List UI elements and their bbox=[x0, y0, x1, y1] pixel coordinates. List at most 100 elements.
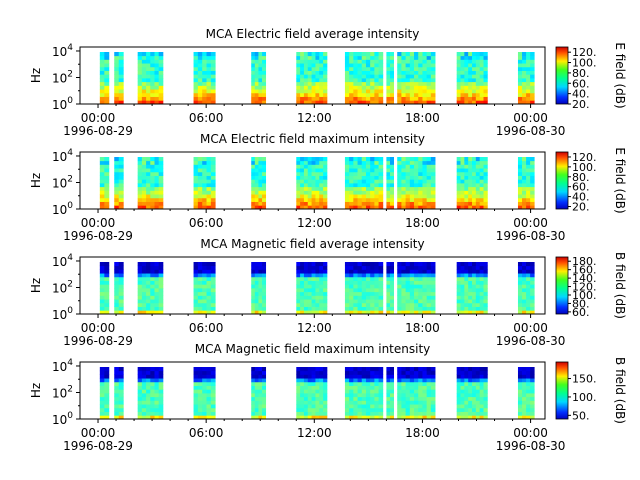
spectrogram-cell bbox=[323, 389, 328, 394]
spectrogram-cell bbox=[468, 70, 473, 75]
spectrogram-cell bbox=[386, 63, 391, 68]
spectrogram-cell bbox=[414, 194, 419, 199]
spectrogram-cell bbox=[158, 55, 164, 60]
spectrogram-cell bbox=[426, 100, 432, 105]
spectrogram-cell bbox=[414, 160, 419, 165]
spectrogram-cell bbox=[472, 415, 477, 420]
spectrogram-cell bbox=[374, 197, 379, 202]
spectrogram-cell bbox=[418, 66, 423, 71]
spectrogram-cell bbox=[319, 404, 324, 409]
spectrogram-cell bbox=[349, 92, 354, 97]
spectrogram-cell bbox=[401, 288, 407, 293]
spectrogram-cell bbox=[202, 374, 207, 379]
spectrogram-cell bbox=[386, 299, 391, 304]
spectrogram-cell bbox=[464, 100, 469, 105]
spectrogram-cell bbox=[464, 381, 469, 386]
y-tick-label: 102 bbox=[52, 69, 73, 85]
spectrogram-cell bbox=[99, 89, 105, 94]
spectrogram-cell bbox=[315, 63, 320, 68]
spectrogram-cell bbox=[460, 276, 465, 281]
spectrogram-cell bbox=[197, 310, 203, 315]
y-tick-exponent: 2 bbox=[67, 384, 73, 394]
spectrogram-cell bbox=[353, 415, 358, 420]
spectrogram-cell bbox=[374, 262, 379, 267]
spectrogram-cell bbox=[397, 291, 402, 296]
spectrogram-cell bbox=[530, 168, 535, 173]
spectrogram-cell bbox=[468, 81, 473, 86]
spectrogram-cell bbox=[99, 411, 105, 416]
spectrogram-cell bbox=[426, 164, 432, 169]
plot-area-frame bbox=[79, 361, 546, 420]
spectrogram-cell bbox=[319, 194, 324, 199]
spectrogram-cell bbox=[414, 92, 419, 97]
spectrogram-cell bbox=[311, 81, 316, 86]
spectrogram-cell bbox=[99, 70, 105, 75]
spectrogram-cell bbox=[118, 280, 124, 285]
spectrogram-cell bbox=[104, 367, 110, 372]
spectrogram-cell bbox=[409, 96, 415, 101]
spectrogram-cell bbox=[483, 157, 488, 162]
spectrogram-cell bbox=[526, 302, 531, 307]
spectrogram-cell bbox=[430, 306, 436, 311]
spectrogram-cell bbox=[530, 389, 535, 394]
spectrogram-cell bbox=[258, 205, 263, 210]
spectrogram-cell bbox=[405, 276, 411, 281]
spectrogram-cell bbox=[210, 201, 216, 206]
spectrogram-cell bbox=[210, 85, 216, 90]
colorbar-tick-label: 40. bbox=[572, 191, 590, 204]
spectrogram-cell bbox=[319, 164, 324, 169]
plot-area-frame bbox=[79, 46, 546, 105]
spectrogram-cell bbox=[254, 59, 259, 64]
spectrogram-cell bbox=[137, 396, 143, 401]
spectrogram-cell bbox=[193, 302, 199, 307]
spectrogram-cell bbox=[258, 276, 263, 281]
spectrogram-cell bbox=[397, 411, 402, 416]
spectrogram-cell bbox=[319, 186, 324, 191]
spectrogram-cell bbox=[468, 370, 473, 375]
spectrogram-cell bbox=[99, 262, 105, 267]
spectrogram-cell bbox=[378, 393, 384, 398]
spectrogram-cell bbox=[146, 157, 151, 162]
spectrogram-cell bbox=[522, 100, 527, 105]
y-tick-exponent: 4 bbox=[67, 358, 73, 368]
spectrogram-cell bbox=[390, 175, 394, 180]
spectrogram-cell bbox=[141, 280, 147, 285]
spectrogram-cell bbox=[526, 407, 531, 412]
spectrogram-cell bbox=[258, 400, 263, 405]
spectrogram-cell bbox=[401, 164, 407, 169]
spectrogram-cell bbox=[357, 411, 363, 416]
spectrogram-cell bbox=[311, 389, 316, 394]
spectrogram-cell bbox=[365, 63, 371, 68]
spectrogram-cell bbox=[426, 291, 432, 296]
spectrogram-cell bbox=[370, 63, 375, 68]
spectrogram-cell bbox=[361, 52, 367, 57]
spectrogram-cell bbox=[262, 288, 267, 293]
spectrogram-cell bbox=[158, 291, 164, 296]
spectrogram-cell bbox=[456, 404, 461, 409]
spectrogram-cell bbox=[311, 164, 316, 169]
spectrogram-cell bbox=[386, 276, 391, 281]
spectrogram-cell bbox=[344, 291, 350, 296]
spectrogram-cell bbox=[254, 407, 259, 412]
spectrogram-cell bbox=[99, 273, 105, 278]
spectrogram-cell bbox=[311, 59, 316, 64]
spectrogram-cell bbox=[468, 197, 473, 202]
spectrogram-cell bbox=[357, 302, 363, 307]
spectrogram-cell bbox=[430, 310, 436, 315]
spectrogram-cell bbox=[361, 288, 367, 293]
spectrogram-cell bbox=[479, 374, 484, 379]
spectrogram-cell bbox=[114, 378, 120, 383]
spectrogram-cell bbox=[210, 407, 216, 412]
spectrogram-cell bbox=[483, 273, 488, 278]
spectrogram-cell bbox=[251, 265, 256, 270]
spectrogram-cell bbox=[401, 306, 407, 311]
spectrogram-cell bbox=[197, 55, 203, 60]
spectrogram-cell bbox=[517, 81, 523, 86]
spectrogram-cell bbox=[262, 262, 267, 267]
spectrogram-cell bbox=[315, 81, 320, 86]
spectrogram-cell bbox=[517, 100, 523, 105]
y-tick-base: 10 bbox=[52, 255, 67, 269]
y-tick-label: 100 bbox=[52, 201, 73, 217]
spectrogram-cell bbox=[430, 175, 436, 180]
spectrogram-cell bbox=[418, 262, 423, 267]
